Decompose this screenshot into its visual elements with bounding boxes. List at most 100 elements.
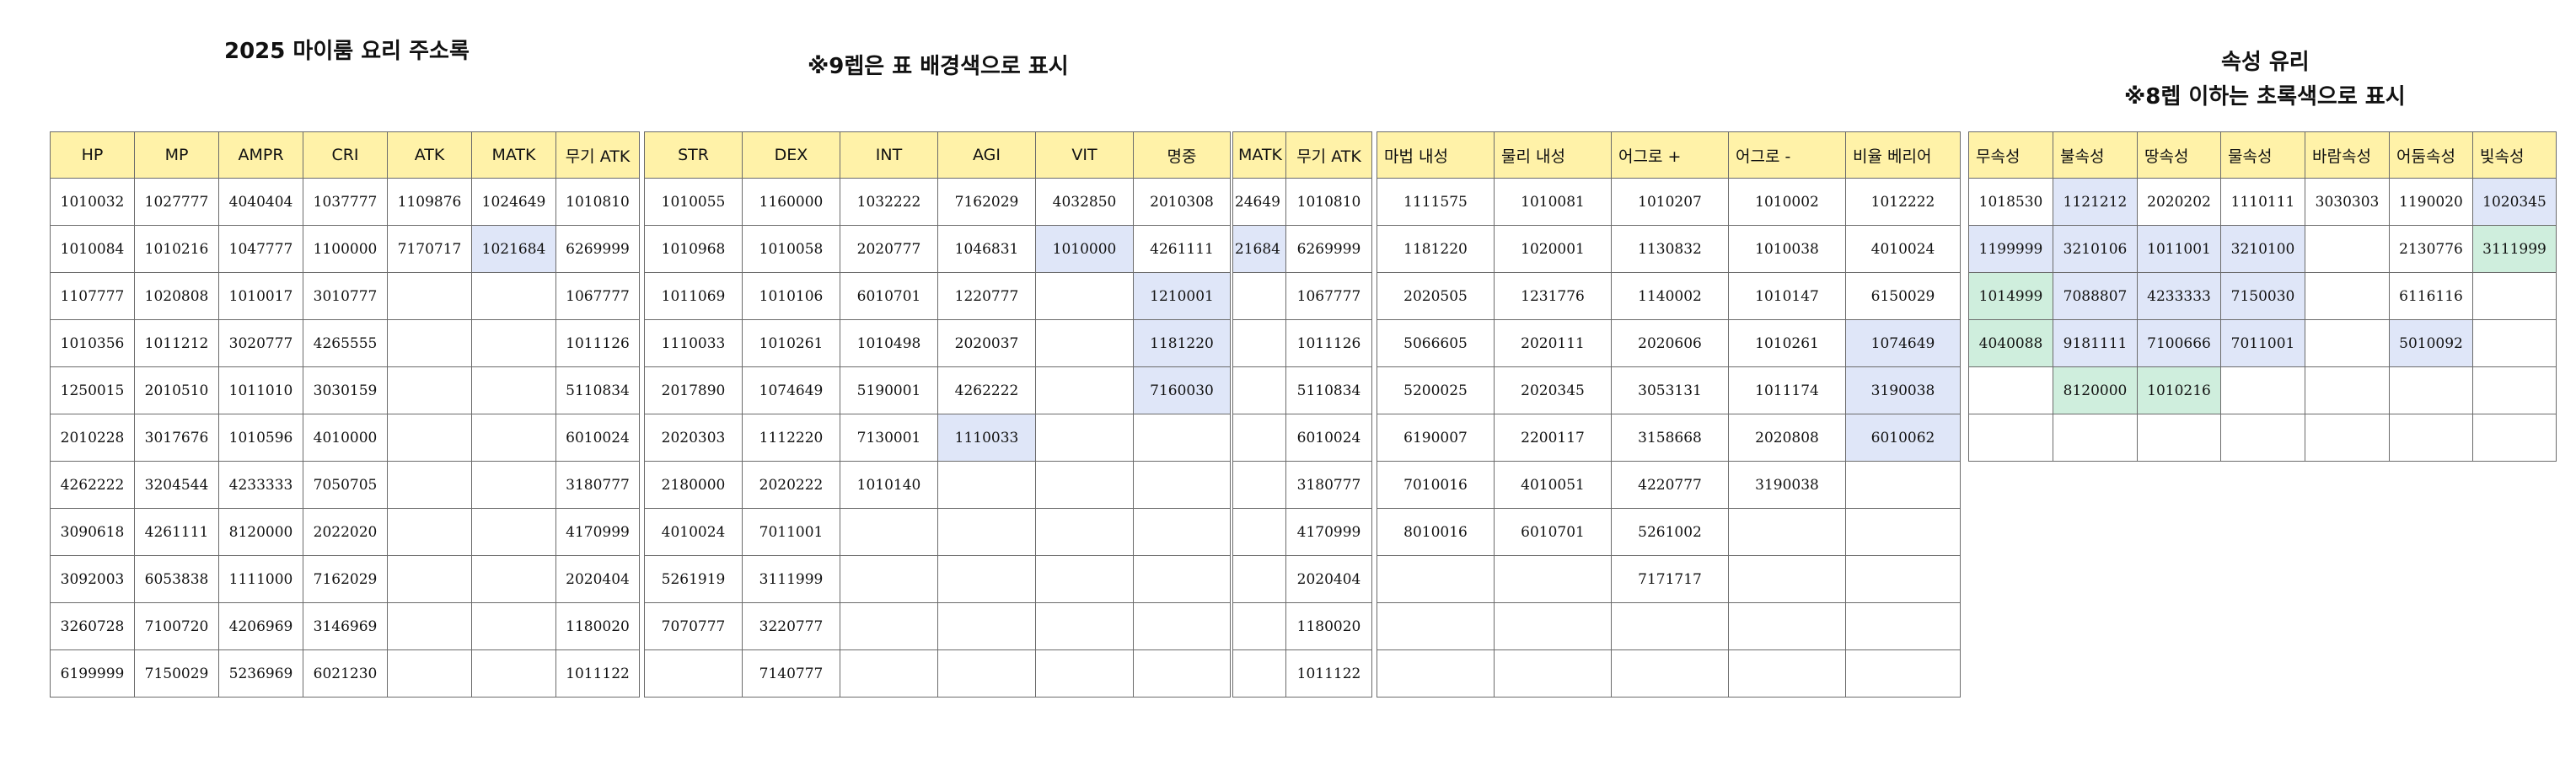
table-row: 1014999 7088807 4233333 7150030 6116116 bbox=[1968, 272, 2557, 320]
table-row: 6199999 7150029 5236969 6021230 1011122 bbox=[50, 649, 640, 698]
table-cell: 1011010 bbox=[218, 366, 303, 414]
table-cell: 2010228 bbox=[50, 414, 135, 462]
table-cell bbox=[387, 461, 472, 509]
table-cell: 7162029 bbox=[937, 178, 1036, 226]
table-row: 3180777 bbox=[1232, 461, 1372, 509]
table-cell: 3030303 bbox=[2305, 178, 2390, 226]
table-cell bbox=[937, 461, 1036, 509]
table-cell: 1014999 bbox=[1968, 272, 2053, 320]
table-cell: 4262222 bbox=[937, 366, 1036, 414]
table-cell bbox=[387, 272, 472, 320]
table-cell: 6053838 bbox=[134, 555, 219, 603]
table-cell: 1010032 bbox=[50, 178, 135, 226]
table-cell: 1130832 bbox=[1611, 225, 1729, 273]
table-cell bbox=[1494, 649, 1612, 698]
table-cell: 8120000 bbox=[2053, 366, 2138, 414]
table-cell bbox=[1035, 414, 1134, 462]
header-row: 마법 내성 물리 내성 어그로 + 어그로 - 비율 베리어 bbox=[1377, 131, 1961, 179]
column-header: 무속성 bbox=[1968, 131, 2053, 179]
table-cell: 3146969 bbox=[303, 602, 388, 650]
table-cell: 1032222 bbox=[840, 178, 938, 226]
column-header: HP bbox=[50, 131, 135, 179]
table-cell bbox=[1232, 555, 1286, 603]
table-cell bbox=[471, 508, 556, 556]
table-cell bbox=[2305, 272, 2390, 320]
column-header: 무기 ATK bbox=[1285, 131, 1372, 179]
table-cell: 1021684 bbox=[471, 225, 556, 273]
table-row: 2020505 1231776 1140002 1010147 6150029 bbox=[1377, 272, 1961, 320]
table-cell bbox=[1232, 649, 1286, 698]
table-cell bbox=[2472, 272, 2557, 320]
table-cell: 1010810 bbox=[1285, 178, 1372, 226]
column-header: MATK bbox=[471, 131, 556, 179]
table-cell: 1180020 bbox=[1285, 602, 1372, 650]
table-cell: 3017676 bbox=[134, 414, 219, 462]
table-cell: 3030159 bbox=[303, 366, 388, 414]
table-cell: 7150030 bbox=[2220, 272, 2305, 320]
table-cell: 3210106 bbox=[2053, 225, 2138, 273]
table-cell bbox=[1232, 508, 1286, 556]
table-cell: 1190020 bbox=[2389, 178, 2473, 226]
table-cell bbox=[2305, 366, 2390, 414]
table-row: 7171717 bbox=[1377, 555, 1961, 603]
table-row: 1110033 1010261 1010498 2020037 1181220 bbox=[644, 319, 1231, 367]
table-cell: 8010016 bbox=[1377, 508, 1495, 556]
table-cell bbox=[2472, 414, 2557, 462]
table-cell: 1110033 bbox=[937, 414, 1036, 462]
table-row: 21684 6269999 bbox=[1232, 225, 1372, 273]
table-cell: 5110834 bbox=[1285, 366, 1372, 414]
column-header: 물리 내성 bbox=[1494, 131, 1612, 179]
table-cell bbox=[1133, 555, 1231, 603]
table-cell: 2200117 bbox=[1494, 414, 1612, 462]
table-cell: 4040404 bbox=[218, 178, 303, 226]
table-cell bbox=[1232, 366, 1286, 414]
column-header: ATK bbox=[387, 131, 472, 179]
attr-title: 속성 유리 bbox=[2221, 50, 2310, 75]
table-cell: 1074649 bbox=[742, 366, 840, 414]
table-row: 1010055 1160000 1032222 7162029 4032850 20103… bbox=[644, 178, 1231, 226]
table-cell bbox=[2305, 414, 2390, 462]
table-cell: 2020505 bbox=[1377, 272, 1495, 320]
note-lv9: ※9렙은 표 배경색으로 표시 bbox=[808, 54, 1069, 79]
header-row: 무속성 불속성 땅속성 물속성 바람속성 어둠속성 빛속성 bbox=[1968, 131, 2557, 179]
table-cell: 7011001 bbox=[742, 508, 840, 556]
table-row: 1011126 bbox=[1232, 319, 1372, 367]
table-cell: 7070777 bbox=[644, 602, 743, 650]
table-row: 1010032 1027777 4040404 1037777 1109876 10246… bbox=[50, 178, 640, 226]
column-header: MP bbox=[134, 131, 219, 179]
table-cell: 1018530 bbox=[1968, 178, 2053, 226]
table-cell bbox=[387, 602, 472, 650]
table-cell bbox=[387, 366, 472, 414]
table-cell: 2010510 bbox=[134, 366, 219, 414]
table-cell: 1020808 bbox=[134, 272, 219, 320]
table-cell bbox=[2305, 319, 2390, 367]
table-cell bbox=[1232, 602, 1286, 650]
table-cell: 7171717 bbox=[1611, 555, 1729, 603]
table-cell bbox=[1035, 319, 1134, 367]
table-cell bbox=[471, 555, 556, 603]
table-row: 4010024 7011001 bbox=[644, 508, 1231, 556]
table-cell: 1210001 bbox=[1133, 272, 1231, 320]
table-cell bbox=[387, 649, 472, 698]
table-cell bbox=[1232, 461, 1286, 509]
table-cell: 1010017 bbox=[218, 272, 303, 320]
table-cell: 2020222 bbox=[742, 461, 840, 509]
table-cell: 1012222 bbox=[1845, 178, 1961, 226]
table-cell bbox=[1611, 602, 1729, 650]
table-cell: 2020606 bbox=[1611, 319, 1729, 367]
table-cell: 2020037 bbox=[937, 319, 1036, 367]
table-cell: 5200025 bbox=[1377, 366, 1495, 414]
table-cell bbox=[1494, 602, 1612, 650]
table-cell bbox=[840, 555, 938, 603]
table-cell bbox=[1377, 555, 1495, 603]
column-header: 무기 ATK bbox=[555, 131, 640, 179]
table-cell: 4010024 bbox=[644, 508, 743, 556]
table-cell bbox=[840, 602, 938, 650]
table-row: 8120000 1010216 bbox=[1968, 366, 2557, 414]
table-cell bbox=[937, 555, 1036, 603]
table-cell bbox=[471, 461, 556, 509]
table-cell: 4233333 bbox=[218, 461, 303, 509]
table-cell: 3220777 bbox=[742, 602, 840, 650]
table-cell bbox=[1968, 366, 2053, 414]
table-cell bbox=[2472, 319, 2557, 367]
